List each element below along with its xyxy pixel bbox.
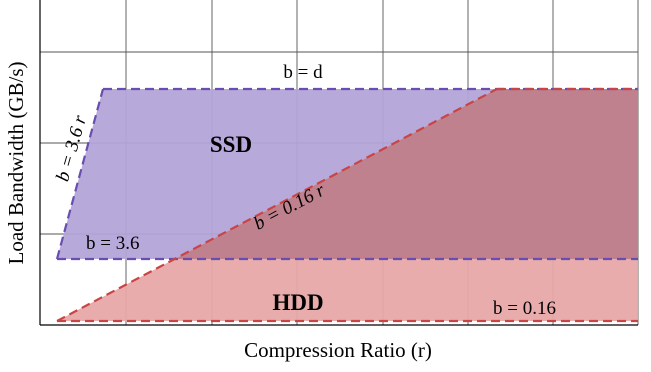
ssd-boundary xyxy=(55,87,638,261)
annotation-b-eq-3-6: b = 3.6 xyxy=(86,233,139,254)
hdd-line-b-eq-0-16r xyxy=(56,88,498,322)
hdd-boundary xyxy=(56,87,638,323)
overlap-region xyxy=(175,89,638,259)
ssd-region-label: SSD xyxy=(210,132,252,157)
hdd-region-label: HDD xyxy=(272,290,323,315)
annotation-b-eq-d: b = d xyxy=(283,62,323,83)
y-axis-label: Load Bandwidth (GB/s) xyxy=(4,62,28,265)
ssd-line-b-eq-3-6r xyxy=(55,88,105,260)
axes xyxy=(39,0,638,326)
x-axis-label: Compression Ratio (r) xyxy=(244,338,432,362)
annotation-b-eq-0-16: b = 0.16 xyxy=(493,298,556,319)
